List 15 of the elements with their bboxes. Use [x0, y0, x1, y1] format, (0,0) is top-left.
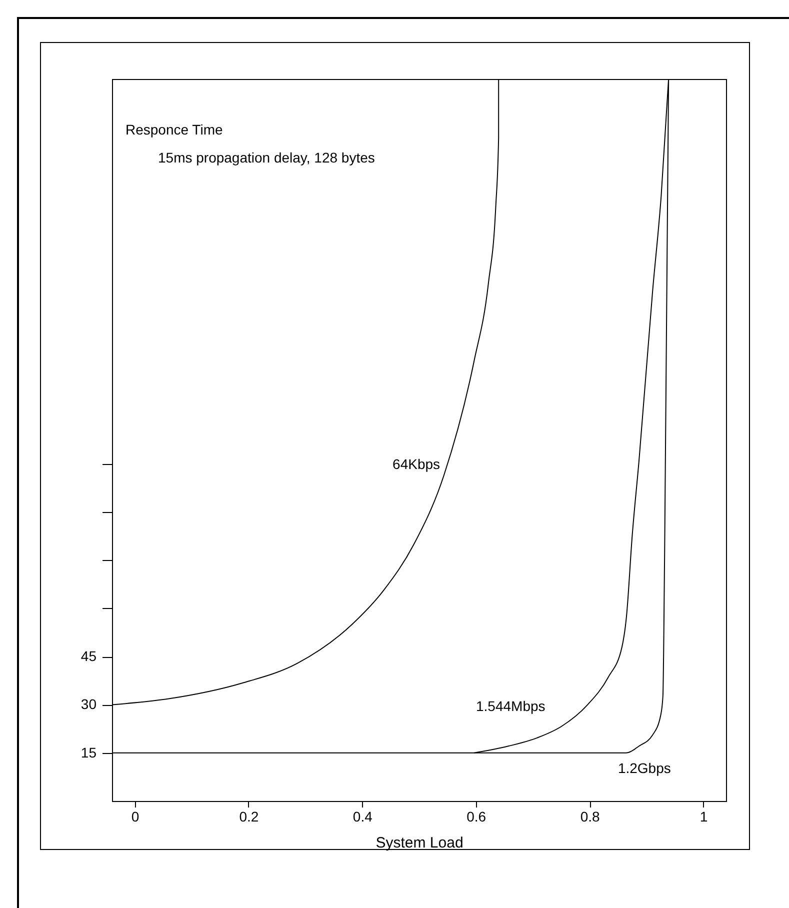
series-label: 1.2Gbps [618, 760, 671, 776]
y-tick-label: 15 [80, 744, 97, 760]
x-tick-label: 0 [131, 808, 140, 824]
series-label: 64Kbps [392, 456, 440, 472]
x-tick-label: 0.8 [580, 808, 600, 824]
y-tick-label: 45 [80, 648, 97, 664]
y-axis-title: Responce Time [126, 122, 223, 138]
x-axis-title: System Load [376, 834, 464, 852]
y-tick-label: 30 [80, 696, 97, 712]
text: 15ms propagation delay, 128 bytes [158, 150, 375, 166]
x-tick-label: 1 [700, 808, 708, 824]
x-tick-label: 0.2 [239, 808, 259, 824]
series-label: 1.544Mbps [476, 698, 546, 714]
x-tick-label: 0.6 [466, 808, 486, 824]
x-tick-label: 0.4 [352, 808, 373, 824]
